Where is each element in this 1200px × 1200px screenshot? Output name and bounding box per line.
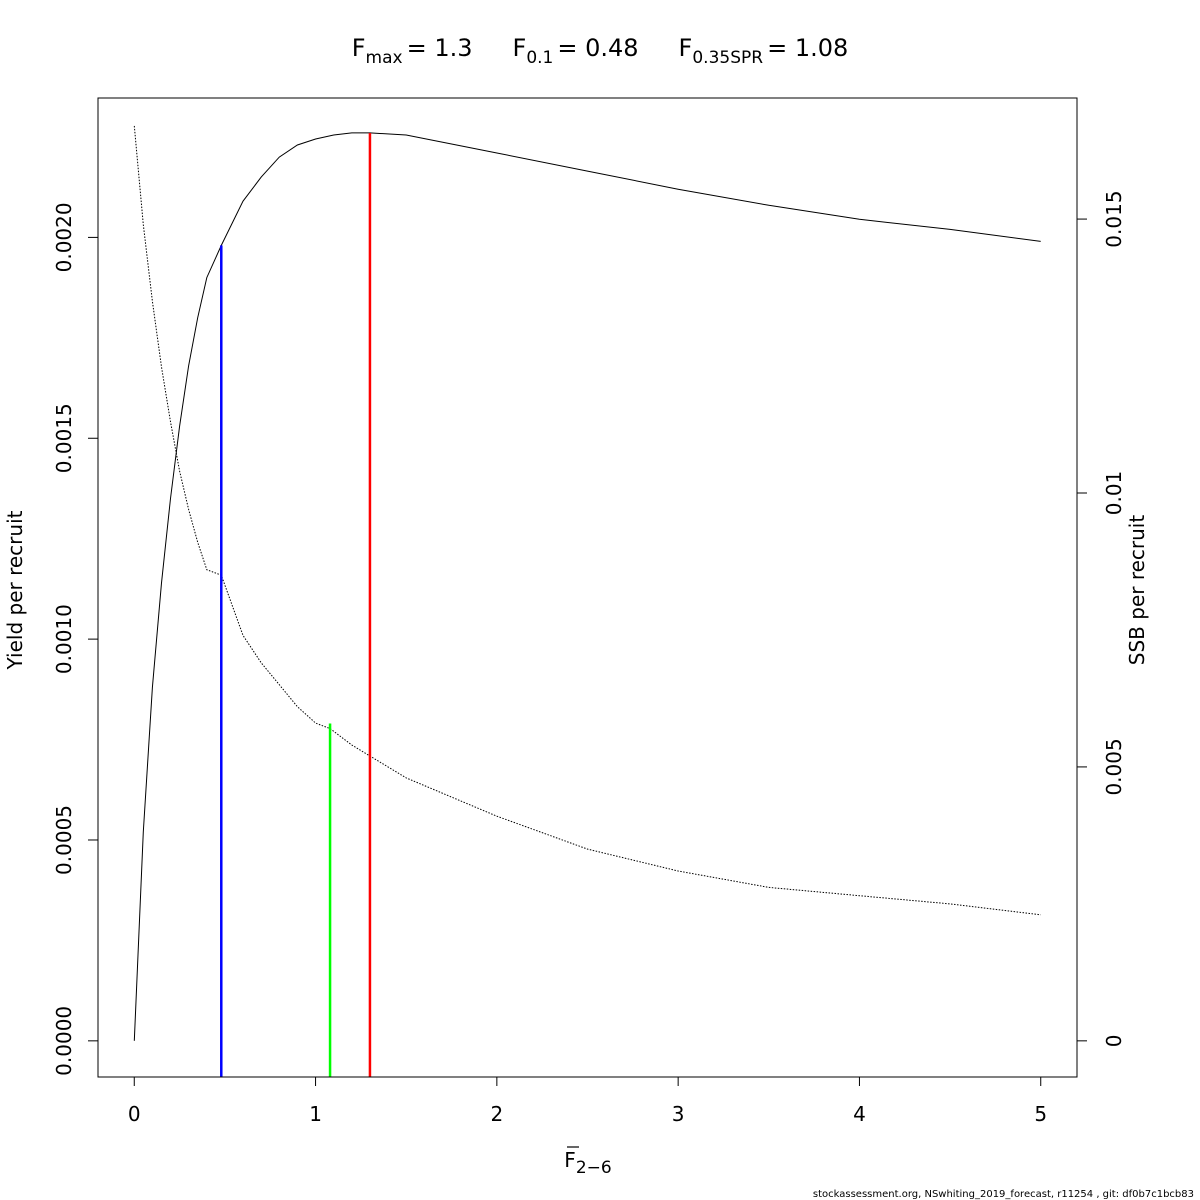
yield-per-recruit-line — [133, 132, 1041, 1041]
x-tick-label: 0 — [128, 1102, 141, 1126]
title-value: = 1.3 — [407, 34, 473, 62]
title-subscript: 0.1 — [526, 48, 553, 68]
series-layer — [133, 125, 1041, 1041]
title-text: Fmax = 1.3 F0.1 = 0.48 F0.35SPR = 1.08 — [352, 34, 849, 68]
ssb-per-recruit-line — [133, 125, 1041, 916]
x-axis-label-symbol: F — [564, 1148, 576, 1172]
x-axis: 0 1 2 3 4 5 — [128, 1076, 1047, 1126]
title-value: = 0.48 — [557, 34, 638, 62]
y-left-tick-label: 0.0015 — [52, 403, 76, 473]
title-symbol: F — [352, 34, 366, 62]
y-left-tick-label: 0.0005 — [52, 805, 76, 875]
chart-title: Fmax = 1.3 F0.1 = 0.48 F0.35SPR = 1.08 — [352, 34, 849, 68]
y-left-tick-label: 0.0010 — [52, 604, 76, 674]
x-axis-label: F2−6 — [564, 1146, 612, 1178]
footer-text: stockassessment.org, NSwhiting_2019_fore… — [813, 1189, 1194, 1200]
x-tick-label: 1 — [309, 1102, 322, 1126]
title-subscript: 0.35SPR — [692, 48, 763, 68]
title-subscript: max — [366, 48, 403, 68]
x-tick-label: 4 — [853, 1102, 866, 1126]
y-right-axis: 0 0.005 0.01 0.015 — [1076, 190, 1126, 1047]
y-left-tick-label: 0.0020 — [52, 202, 76, 272]
y-right-tick-label: 0.005 — [1102, 738, 1126, 795]
y-right-axis-label: SSB per recruit — [1125, 515, 1149, 666]
x-tick-label: 3 — [672, 1102, 685, 1126]
y-left-axis-label: Yield per recruit — [3, 510, 27, 670]
y-right-tick-label: 0 — [1102, 1034, 1126, 1047]
y-right-tick-label: 0.01 — [1102, 471, 1126, 516]
y-left-axis: 0.0000 0.0005 0.0010 0.0015 0.0020 — [52, 202, 99, 1076]
x-axis-label-text: F2−6 — [564, 1148, 611, 1178]
title-value: = 1.08 — [767, 34, 848, 62]
x-axis-label-subscript: 2−6 — [576, 1158, 612, 1178]
y-right-tick-label: 0.015 — [1102, 190, 1126, 247]
y-left-tick-label: 0.0000 — [52, 1006, 76, 1076]
x-tick-label: 2 — [490, 1102, 503, 1126]
plot-frame — [97, 97, 1078, 1078]
x-tick-label: 5 — [1034, 1102, 1047, 1126]
reference-lines — [220, 132, 372, 1077]
title-symbol: F — [513, 34, 527, 62]
title-symbol: F — [679, 34, 693, 62]
